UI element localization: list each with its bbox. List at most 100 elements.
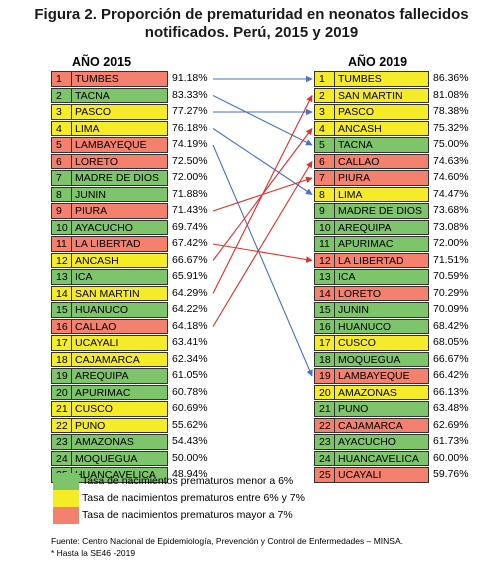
row-2019-region-cell: ANCASH bbox=[334, 120, 429, 136]
row-2015-region-cell: LAMBAYEQUE bbox=[71, 137, 168, 153]
row-2015-row: 5 LAMBAYEQUE 74.19% bbox=[51, 137, 241, 154]
row-2019-value-cell: 74.47% bbox=[433, 187, 469, 200]
row-2019-row: 25 UCAYALI 59.76% bbox=[314, 467, 503, 484]
row-2015-region-cell: PUNO bbox=[71, 417, 168, 433]
row-2019-value-cell: 70.29% bbox=[433, 286, 469, 299]
row-2019-row: 11 APURIMAC 72.00% bbox=[314, 236, 503, 253]
rank-arrow-blue bbox=[212, 144, 313, 377]
row-2019-row: 20 AMAZONAS 66.13% bbox=[314, 384, 503, 402]
row-2019-region-cell: TACNA bbox=[334, 137, 429, 153]
row-2015-region-cell: JUNIN bbox=[71, 186, 168, 202]
row-2019-row: 17 CUSCO 68.05% bbox=[314, 335, 503, 352]
row-2019-region-cell: PASCO bbox=[334, 104, 429, 120]
row-2015-row: 15 HUANUCO 64.22% bbox=[51, 302, 241, 319]
year-2019-label: AÑO 2019 bbox=[348, 55, 408, 69]
row-2019-value-cell: 68.05% bbox=[433, 336, 469, 348]
row-2015-row: 23 AMAZONAS 54.43% bbox=[51, 434, 241, 451]
row-2015-value-cell: 54.43% bbox=[172, 435, 208, 447]
row-2019-region-cell: AMAZONAS bbox=[334, 384, 429, 400]
row-2019-value-cell: 72.00% bbox=[433, 237, 469, 249]
row-2019-region-cell: CAJAMARCA bbox=[334, 417, 429, 433]
row-2019-rank-cell: 21 bbox=[314, 401, 335, 417]
row-2019-region-cell: MOQUEGUA bbox=[334, 351, 429, 367]
row-2019-value-cell: 70.59% bbox=[433, 270, 469, 282]
row-2019-row: 7 PIURA 74.60% bbox=[314, 170, 503, 187]
row-2019-value-cell: 73.68% bbox=[433, 204, 469, 216]
source-note: Fuente: Centro Nacional de Epidemiología… bbox=[51, 536, 403, 546]
row-2019-region-cell: APURIMAC bbox=[334, 236, 429, 252]
title-line-1: Figura 2. Proporción de prematuridad en … bbox=[34, 6, 469, 23]
row-2015-value-cell: 71.43% bbox=[172, 204, 208, 216]
row-2015-value-cell: 67.42% bbox=[172, 237, 208, 249]
row-2015-row: 3 PASCO 77.27% bbox=[51, 104, 241, 121]
row-2015-row: 20 APURIMAC 60.78% bbox=[51, 384, 241, 402]
row-2015-region-cell: PIURA bbox=[71, 203, 168, 219]
row-2015-value-cell: 48.94% bbox=[172, 468, 208, 480]
row-2015-row: 12 ANCASH 66.67% bbox=[51, 252, 241, 270]
row-2019-region-cell: TUMBES bbox=[334, 71, 429, 87]
row-2019-value-cell: 70.09% bbox=[433, 303, 469, 315]
row-2015-row: 6 LORETO 72.50% bbox=[51, 153, 241, 171]
row-2015-value-cell: 55.62% bbox=[172, 418, 208, 431]
row-2019-row: 19 LAMBAYEQUE 66.42% bbox=[314, 368, 503, 385]
row-2015-value-cell: 91.18% bbox=[172, 72, 208, 84]
row-2015-row: 24 MOQUEGUA 50.00% bbox=[51, 450, 241, 468]
row-2019-rank-cell: 4 bbox=[314, 120, 335, 136]
row-2019-row: 8 LIMA 74.47% bbox=[314, 186, 503, 204]
rank-arrow-blue bbox=[212, 128, 313, 195]
row-2015-region-cell: TUMBES bbox=[71, 71, 168, 87]
row-2019-value-cell: 86.36% bbox=[433, 72, 469, 84]
row-2019-value-cell: 74.60% bbox=[433, 171, 469, 183]
row-2019-region-cell: HUANUCO bbox=[334, 318, 429, 334]
row-2019-value-cell: 66.42% bbox=[433, 369, 469, 381]
row-2015-value-cell: 71.88% bbox=[172, 187, 208, 200]
row-2015-region-cell: LIMA bbox=[71, 120, 168, 136]
title-line-2: notificados. Perú, 2015 y 2019 bbox=[144, 24, 359, 41]
row-2015-rank-cell: 19 bbox=[51, 368, 72, 384]
row-2019-value-cell: 60.00% bbox=[433, 451, 469, 464]
row-2015-region-cell: CAJAMARCA bbox=[71, 351, 168, 367]
row-2019-region-cell: PUNO bbox=[334, 401, 429, 417]
rank-arrow-red bbox=[212, 243, 313, 263]
row-2019-region-cell: ICA bbox=[334, 269, 429, 285]
row-2015-value-cell: 72.50% bbox=[172, 154, 208, 167]
row-2019-row: 24 HUANCAVELICA 60.00% bbox=[314, 450, 503, 468]
row-2019-row: 4 ANCASH 75.32% bbox=[314, 120, 503, 138]
row-2019-row: 18 MOQUEGUA 66.67% bbox=[314, 351, 503, 369]
row-2019-rank-cell: 11 bbox=[314, 236, 335, 252]
row-2015-value-cell: 63.41% bbox=[172, 336, 208, 348]
row-2015-value-cell: 65.91% bbox=[172, 270, 208, 282]
row-2019-value-cell: 73.08% bbox=[433, 220, 469, 233]
row-2019-region-cell: UCAYALI bbox=[334, 467, 429, 483]
row-2015-region-cell: MADRE DE DIOS bbox=[71, 170, 168, 186]
row-2015-row: 19 AREQUIPA 61.05% bbox=[51, 368, 241, 385]
row-2015-row: 11 LA LIBERTAD 67.42% bbox=[51, 236, 241, 253]
row-2015-region-cell: HUANUCO bbox=[71, 302, 168, 318]
row-2019-row: 12 LA LIBERTAD 71.51% bbox=[314, 252, 503, 270]
row-2015-region-cell: LA LIBERTAD bbox=[71, 236, 168, 252]
row-2015-row: 2 TACNA 83.33% bbox=[51, 87, 241, 105]
rank-arrow-blue bbox=[212, 95, 313, 146]
row-2015-region-cell: SAN MARTIN bbox=[71, 285, 168, 301]
row-2019-region-cell: LAMBAYEQUE bbox=[334, 368, 429, 384]
row-2015-region-cell: APURIMAC bbox=[71, 384, 168, 400]
row-2019-value-cell: 61.73% bbox=[433, 435, 469, 447]
row-2019-region-cell: CUSCO bbox=[334, 335, 429, 351]
row-2019-region-cell: MADRE DE DIOS bbox=[334, 203, 429, 219]
row-2019-value-cell: 75.32% bbox=[433, 121, 469, 134]
row-2019-row: 1 TUMBES 86.36% bbox=[314, 71, 503, 88]
row-2019-region-cell: JUNIN bbox=[334, 302, 429, 318]
row-2015-value-cell: 69.74% bbox=[172, 220, 208, 233]
row-2019-region-cell: AYACUCHO bbox=[334, 434, 429, 450]
row-2015-rank-cell: 17 bbox=[51, 335, 72, 351]
row-2015-value-cell: 77.27% bbox=[172, 105, 208, 117]
row-2015-value-cell: 64.22% bbox=[172, 303, 208, 315]
row-2015-row: 17 UCAYALI 63.41% bbox=[51, 335, 241, 352]
row-2019-region-cell: LIMA bbox=[334, 186, 429, 202]
legend-swatch-green bbox=[53, 473, 79, 490]
row-2015-rank-cell: 9 bbox=[51, 203, 72, 219]
row-2015-row: 7 MADRE DE DIOS 72.00% bbox=[51, 170, 241, 187]
row-2019-value-cell: 75.00% bbox=[433, 138, 469, 150]
row-2015-region-cell: TACNA bbox=[71, 87, 168, 103]
